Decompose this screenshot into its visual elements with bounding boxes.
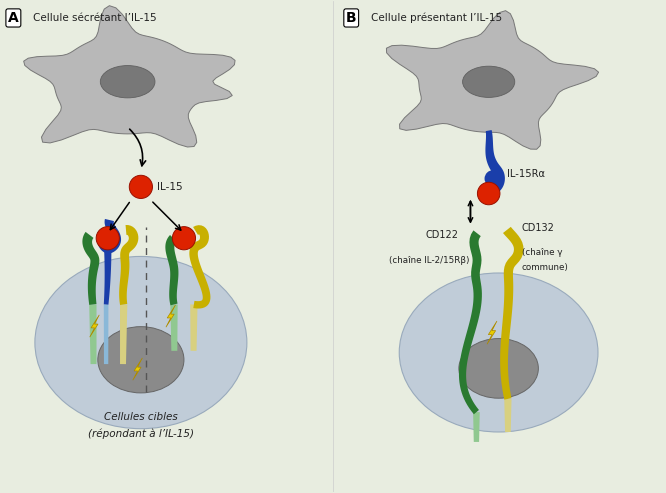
Text: CD132: CD132	[521, 223, 555, 233]
Text: IL-15: IL-15	[157, 182, 183, 192]
Polygon shape	[89, 304, 97, 364]
Polygon shape	[190, 305, 198, 351]
Polygon shape	[486, 130, 505, 195]
Ellipse shape	[98, 327, 184, 393]
FancyArrowPatch shape	[111, 203, 129, 230]
Ellipse shape	[463, 66, 515, 98]
Text: A: A	[8, 11, 19, 25]
Polygon shape	[119, 225, 139, 305]
Polygon shape	[90, 315, 99, 337]
Circle shape	[96, 227, 119, 250]
FancyArrowPatch shape	[468, 201, 473, 222]
Ellipse shape	[35, 256, 247, 429]
Polygon shape	[104, 305, 109, 364]
Polygon shape	[386, 11, 599, 149]
FancyArrowPatch shape	[468, 201, 473, 220]
Ellipse shape	[485, 170, 503, 187]
Polygon shape	[504, 399, 511, 432]
Text: IL-15Rα: IL-15Rα	[507, 169, 545, 178]
Polygon shape	[24, 6, 235, 147]
Polygon shape	[83, 232, 99, 305]
Polygon shape	[104, 250, 111, 305]
Polygon shape	[473, 412, 480, 442]
Text: commune): commune)	[521, 263, 569, 272]
Polygon shape	[166, 305, 175, 327]
FancyArrowPatch shape	[153, 202, 180, 230]
Polygon shape	[170, 305, 178, 351]
Polygon shape	[487, 321, 497, 344]
Polygon shape	[98, 219, 121, 253]
Circle shape	[478, 182, 500, 205]
Polygon shape	[165, 235, 178, 305]
Text: (chaîne IL-2/15Rβ): (chaîne IL-2/15Rβ)	[390, 256, 470, 265]
Circle shape	[172, 227, 196, 250]
Polygon shape	[120, 304, 127, 364]
Circle shape	[129, 176, 153, 199]
Polygon shape	[133, 358, 143, 380]
Polygon shape	[459, 230, 482, 414]
Ellipse shape	[101, 66, 155, 98]
Polygon shape	[189, 225, 210, 309]
Text: B: B	[346, 11, 356, 25]
Polygon shape	[500, 227, 523, 400]
Ellipse shape	[459, 339, 538, 398]
Text: Cellule présentant l’IL-15: Cellule présentant l’IL-15	[371, 13, 502, 23]
Ellipse shape	[399, 273, 598, 432]
Text: CD122: CD122	[426, 230, 459, 240]
Text: (chaîne γ: (chaîne γ	[521, 248, 562, 257]
Text: Cellule sécrétant l’IL-15: Cellule sécrétant l’IL-15	[33, 13, 157, 23]
Text: (répondant à l’IL-15): (répondant à l’IL-15)	[88, 428, 194, 439]
Text: Cellules cibles: Cellules cibles	[104, 413, 178, 423]
FancyArrowPatch shape	[130, 129, 146, 166]
